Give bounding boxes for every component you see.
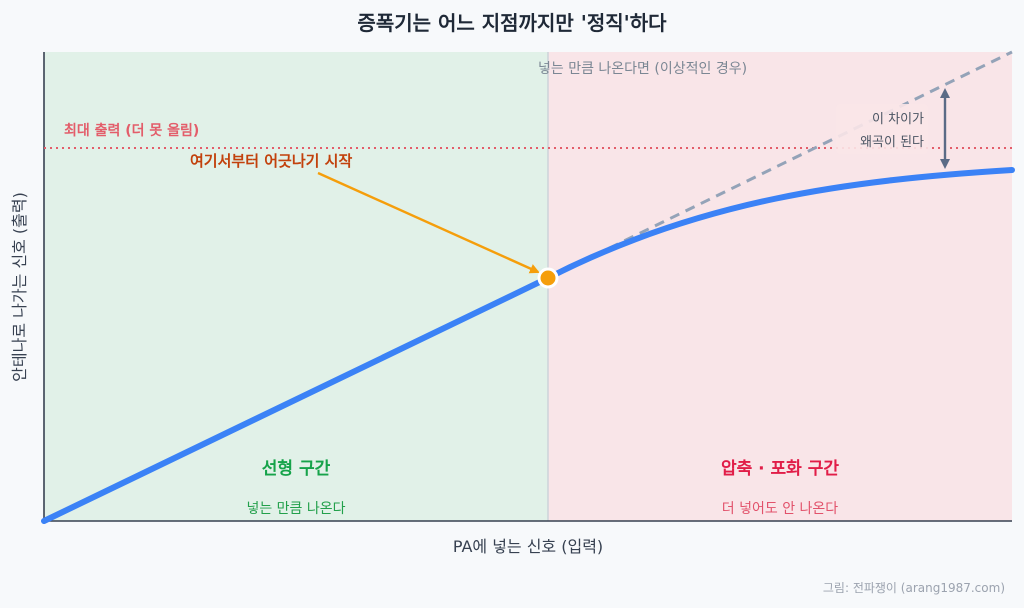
- linear-zone: [44, 52, 548, 521]
- start-arrow-icon: [317, 171, 540, 274]
- compression-point: [537, 267, 559, 289]
- linear-zone-title: 선형 구간: [262, 458, 331, 479]
- y-axis-label: 안테나로 나가는 신호 (출력): [10, 192, 29, 382]
- diagram-title: 증폭기는 어느 지점까지만 '정직'하다: [357, 11, 667, 35]
- gap-label-box: [836, 104, 928, 154]
- start-label: 여기서부터 어긋나기 시작: [190, 152, 352, 170]
- gap-label-line1: 이 차이가: [872, 112, 924, 127]
- linear-zone-desc: 넣는 만큼 나온다: [246, 501, 345, 517]
- saturation-zone-desc: 더 넣어도 안 나온다: [722, 501, 839, 517]
- response-curve: [41, 167, 1015, 524]
- saturation-zone-title: 압축 · 포화 구간: [721, 458, 839, 479]
- ideal-label: 넣는 만큼 나온다면 (이상적인 경우): [538, 61, 747, 77]
- max-output-label: 최대 출력 (더 못 올림): [64, 122, 199, 139]
- x-axis-label: PA에 넣는 신호 (입력): [453, 537, 603, 556]
- saturation-zone: [548, 52, 1012, 521]
- gap-label-line2: 왜곡이 된다: [860, 135, 924, 150]
- credit: 그림: 전파쟁이 (arang1987.com): [823, 581, 1005, 595]
